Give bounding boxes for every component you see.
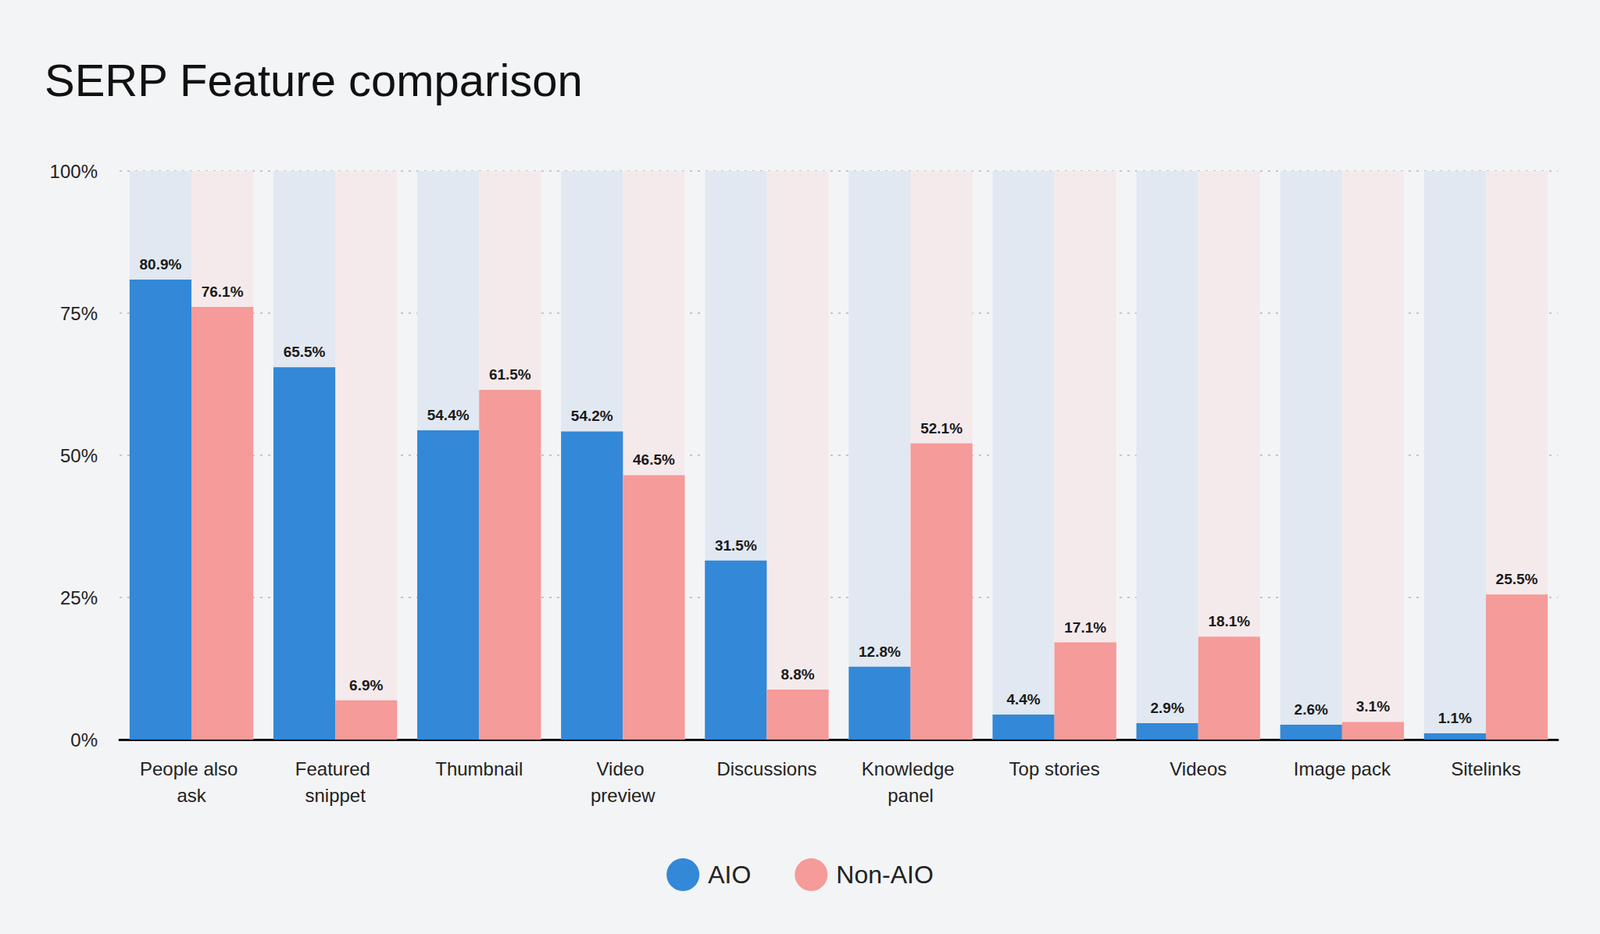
svg-text:snippet: snippet xyxy=(304,785,366,807)
svg-text:2.9%: 2.9% xyxy=(1150,700,1185,717)
svg-text:61.5%: 61.5% xyxy=(489,366,532,383)
svg-text:Non-AIO: Non-AIO xyxy=(835,860,933,890)
svg-text:SERP Feature comparison: SERP Feature comparison xyxy=(44,54,583,106)
svg-text:Sitelinks: Sitelinks xyxy=(1450,758,1521,780)
svg-text:46.5%: 46.5% xyxy=(632,451,675,468)
svg-text:76.1%: 76.1% xyxy=(201,283,244,300)
svg-text:3.1%: 3.1% xyxy=(1356,698,1390,715)
svg-text:4.4%: 4.4% xyxy=(1006,691,1040,708)
svg-text:25%: 25% xyxy=(60,587,98,609)
svg-text:50%: 50% xyxy=(60,445,98,467)
svg-text:100%: 100% xyxy=(50,160,98,183)
svg-text:Videos: Videos xyxy=(1169,758,1227,780)
svg-text:Knowledge: Knowledge xyxy=(861,758,960,780)
svg-text:Video: Video xyxy=(596,758,650,780)
svg-text:17.1%: 17.1% xyxy=(1064,619,1107,636)
svg-text:Discussions: Discussions xyxy=(716,758,817,780)
svg-text:65.5%: 65.5% xyxy=(283,343,326,361)
svg-text:31.5%: 31.5% xyxy=(714,537,758,554)
svg-text:People also: People also xyxy=(139,758,243,780)
svg-text:Top stories: Top stories xyxy=(1009,758,1100,780)
svg-text:75%: 75% xyxy=(60,303,98,325)
svg-text:ask: ask xyxy=(176,785,207,807)
svg-text:panel: panel xyxy=(887,785,934,807)
svg-text:2.6%: 2.6% xyxy=(1294,701,1329,718)
svg-text:80.9%: 80.9% xyxy=(139,256,183,273)
svg-text:6.9%: 6.9% xyxy=(349,677,383,694)
svg-text:AIO: AIO xyxy=(707,860,751,890)
svg-text:12.8%: 12.8% xyxy=(858,643,901,661)
svg-text:Thumbnail: Thumbnail xyxy=(435,758,523,780)
svg-text:1.1%: 1.1% xyxy=(1438,710,1472,727)
svg-text:25.5%: 25.5% xyxy=(1496,571,1539,588)
svg-text:8.8%: 8.8% xyxy=(780,666,815,683)
svg-text:54.2%: 54.2% xyxy=(571,407,614,425)
svg-text:preview: preview xyxy=(590,785,656,807)
svg-text:Image pack: Image pack xyxy=(1293,758,1392,780)
svg-text:0%: 0% xyxy=(70,729,98,751)
svg-text:54.4%: 54.4% xyxy=(427,407,470,424)
svg-text:18.1%: 18.1% xyxy=(1207,613,1250,630)
svg-text:52.1%: 52.1% xyxy=(920,420,963,437)
svg-text:Featured: Featured xyxy=(295,758,376,780)
